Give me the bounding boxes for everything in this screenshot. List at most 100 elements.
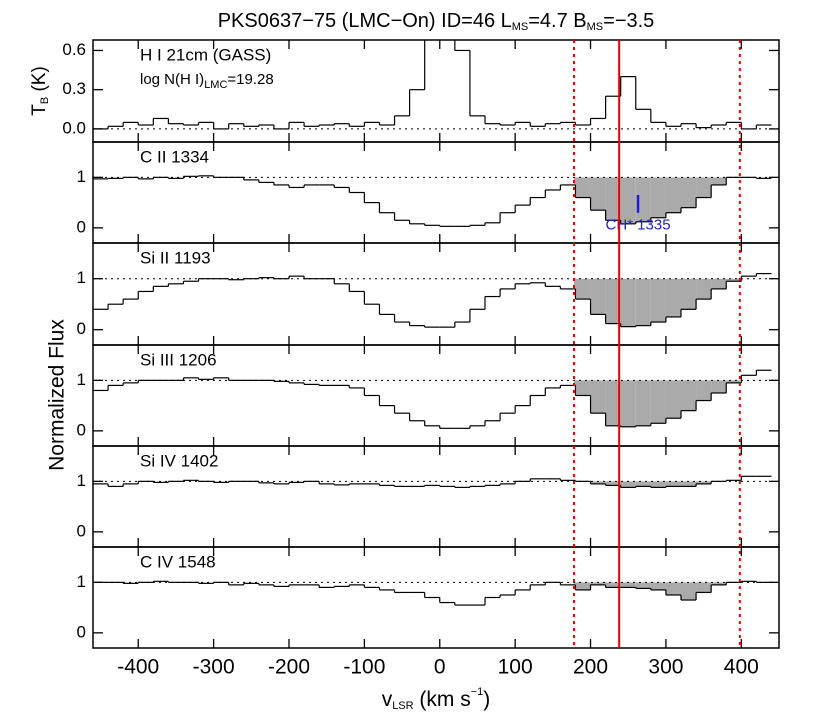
x-label-part: v <box>382 688 393 711</box>
panel <box>93 273 779 328</box>
absorption-fill <box>590 177 606 211</box>
x-tick-label: 400 <box>724 656 759 679</box>
absorption-fill <box>590 582 606 585</box>
absorption-fill <box>635 582 651 589</box>
y-tick-label: 0 <box>77 217 86 236</box>
absorption-fill <box>681 380 697 411</box>
panel-y-label: TB (K) <box>29 66 51 116</box>
absorption-fill <box>696 582 712 593</box>
y-label-part: T <box>29 104 50 116</box>
absorption-fill <box>573 380 576 386</box>
panel <box>93 40 779 130</box>
absorption-fill <box>605 380 621 426</box>
absorption-fill <box>650 177 666 218</box>
y-axis-label: Normalized Flux <box>46 319 69 471</box>
title-part: =−3.5 <box>603 10 654 32</box>
absorption-fill <box>635 481 651 487</box>
panel-label: C IV 1548 <box>140 552 216 571</box>
absorption-fill <box>620 380 636 427</box>
absorption-fill <box>590 380 606 414</box>
absorption-fill <box>573 582 576 585</box>
absorption-fill <box>681 582 697 601</box>
title-sub: MS <box>587 21 604 33</box>
absorption-fill <box>650 481 666 488</box>
y-tick-label: 0.6 <box>62 40 86 59</box>
x-label-sup: −1 <box>471 686 484 698</box>
y-tick-label: 0 <box>77 319 86 338</box>
absorption-fill <box>665 278 681 317</box>
x-tick-label: -400 <box>117 656 159 679</box>
absorption-fill <box>575 177 591 198</box>
absorption-fill <box>650 278 666 323</box>
absorption-fill <box>605 278 621 324</box>
panel-label: H I 21cm (GASS) <box>140 45 271 64</box>
note-part: log N(H I) <box>140 71 204 88</box>
y-tick-label: 1 <box>77 370 86 389</box>
y-tick-label: 0.3 <box>62 79 86 98</box>
panel-label: C II 1334 <box>140 147 209 166</box>
panel <box>93 175 779 227</box>
absorption-fill <box>726 278 740 282</box>
title-sub: MS <box>512 21 529 33</box>
absorption-fill <box>605 177 621 221</box>
absorption-fill <box>711 177 727 185</box>
panel-label: Si IV 1402 <box>140 451 218 470</box>
absorption-fill <box>681 481 697 487</box>
x-axis-label: vLSR (km s−1) <box>382 686 491 712</box>
y-tick-label: 0 <box>77 622 86 641</box>
absorption-fill <box>681 278 697 310</box>
absorption-fill <box>575 582 591 590</box>
absorption-fill <box>620 481 636 488</box>
x-label-part: ) <box>483 688 490 711</box>
y-tick-label: 1 <box>77 572 86 591</box>
y-tick-label: 1 <box>77 471 86 490</box>
absorption-fill <box>711 278 727 289</box>
x-tick-label: 300 <box>648 656 683 679</box>
x-tick-label: 200 <box>573 656 608 679</box>
chart-title: PKS0637−75 (LMC−On) ID=46 LMS=4.7 BMS=−3… <box>218 10 655 33</box>
absorption-fill <box>620 582 636 588</box>
panel <box>93 475 779 489</box>
x-label-sub: LSR <box>392 700 413 712</box>
absorption-fill <box>635 380 651 426</box>
absorption-fill <box>573 278 576 289</box>
y-tick-label: 0 <box>77 521 86 540</box>
absorption-fill <box>635 278 651 326</box>
panel <box>93 580 779 606</box>
y-tick-label: 1 <box>77 268 86 287</box>
absorption-fill <box>696 380 712 401</box>
absorption-fill <box>696 481 712 484</box>
absorption-fill <box>590 481 606 484</box>
absorption-fill <box>650 582 666 590</box>
absorption-fill <box>620 278 636 327</box>
note-sub: LMC <box>204 79 227 91</box>
absorption-fill <box>681 177 697 208</box>
x-label-part: (km s <box>414 688 471 711</box>
absorption-fill <box>575 278 591 300</box>
x-tick-label: -300 <box>193 656 235 679</box>
absorption-fill <box>711 582 727 585</box>
absorption-fill <box>620 177 636 224</box>
y-tick-label: 0 <box>77 420 86 439</box>
y-tick-label: 0.0 <box>62 118 86 137</box>
absorption-fill <box>696 278 712 300</box>
absorption-fill <box>665 177 681 213</box>
note-part: =19.28 <box>227 71 273 88</box>
absorption-fill <box>650 380 666 424</box>
y-label-sub: B <box>39 97 51 104</box>
x-tick-label: -200 <box>268 656 310 679</box>
y-label-part: (K) <box>29 66 50 97</box>
panel-label: Si III 1206 <box>140 350 217 369</box>
y-tick-label: 1 <box>77 167 86 186</box>
absorption-fill <box>665 380 681 419</box>
marker-label: CH* 1335 <box>606 216 671 233</box>
panel-frame <box>92 546 780 649</box>
absorption-fill <box>605 582 621 588</box>
absorption-fill <box>665 481 681 487</box>
absorption-fill <box>711 380 727 393</box>
x-tick-label: 100 <box>498 656 533 679</box>
column-density: log N(H I)LMC=19.28 <box>140 71 274 91</box>
absorption-fill <box>696 177 712 198</box>
absorption-fill <box>665 582 681 595</box>
